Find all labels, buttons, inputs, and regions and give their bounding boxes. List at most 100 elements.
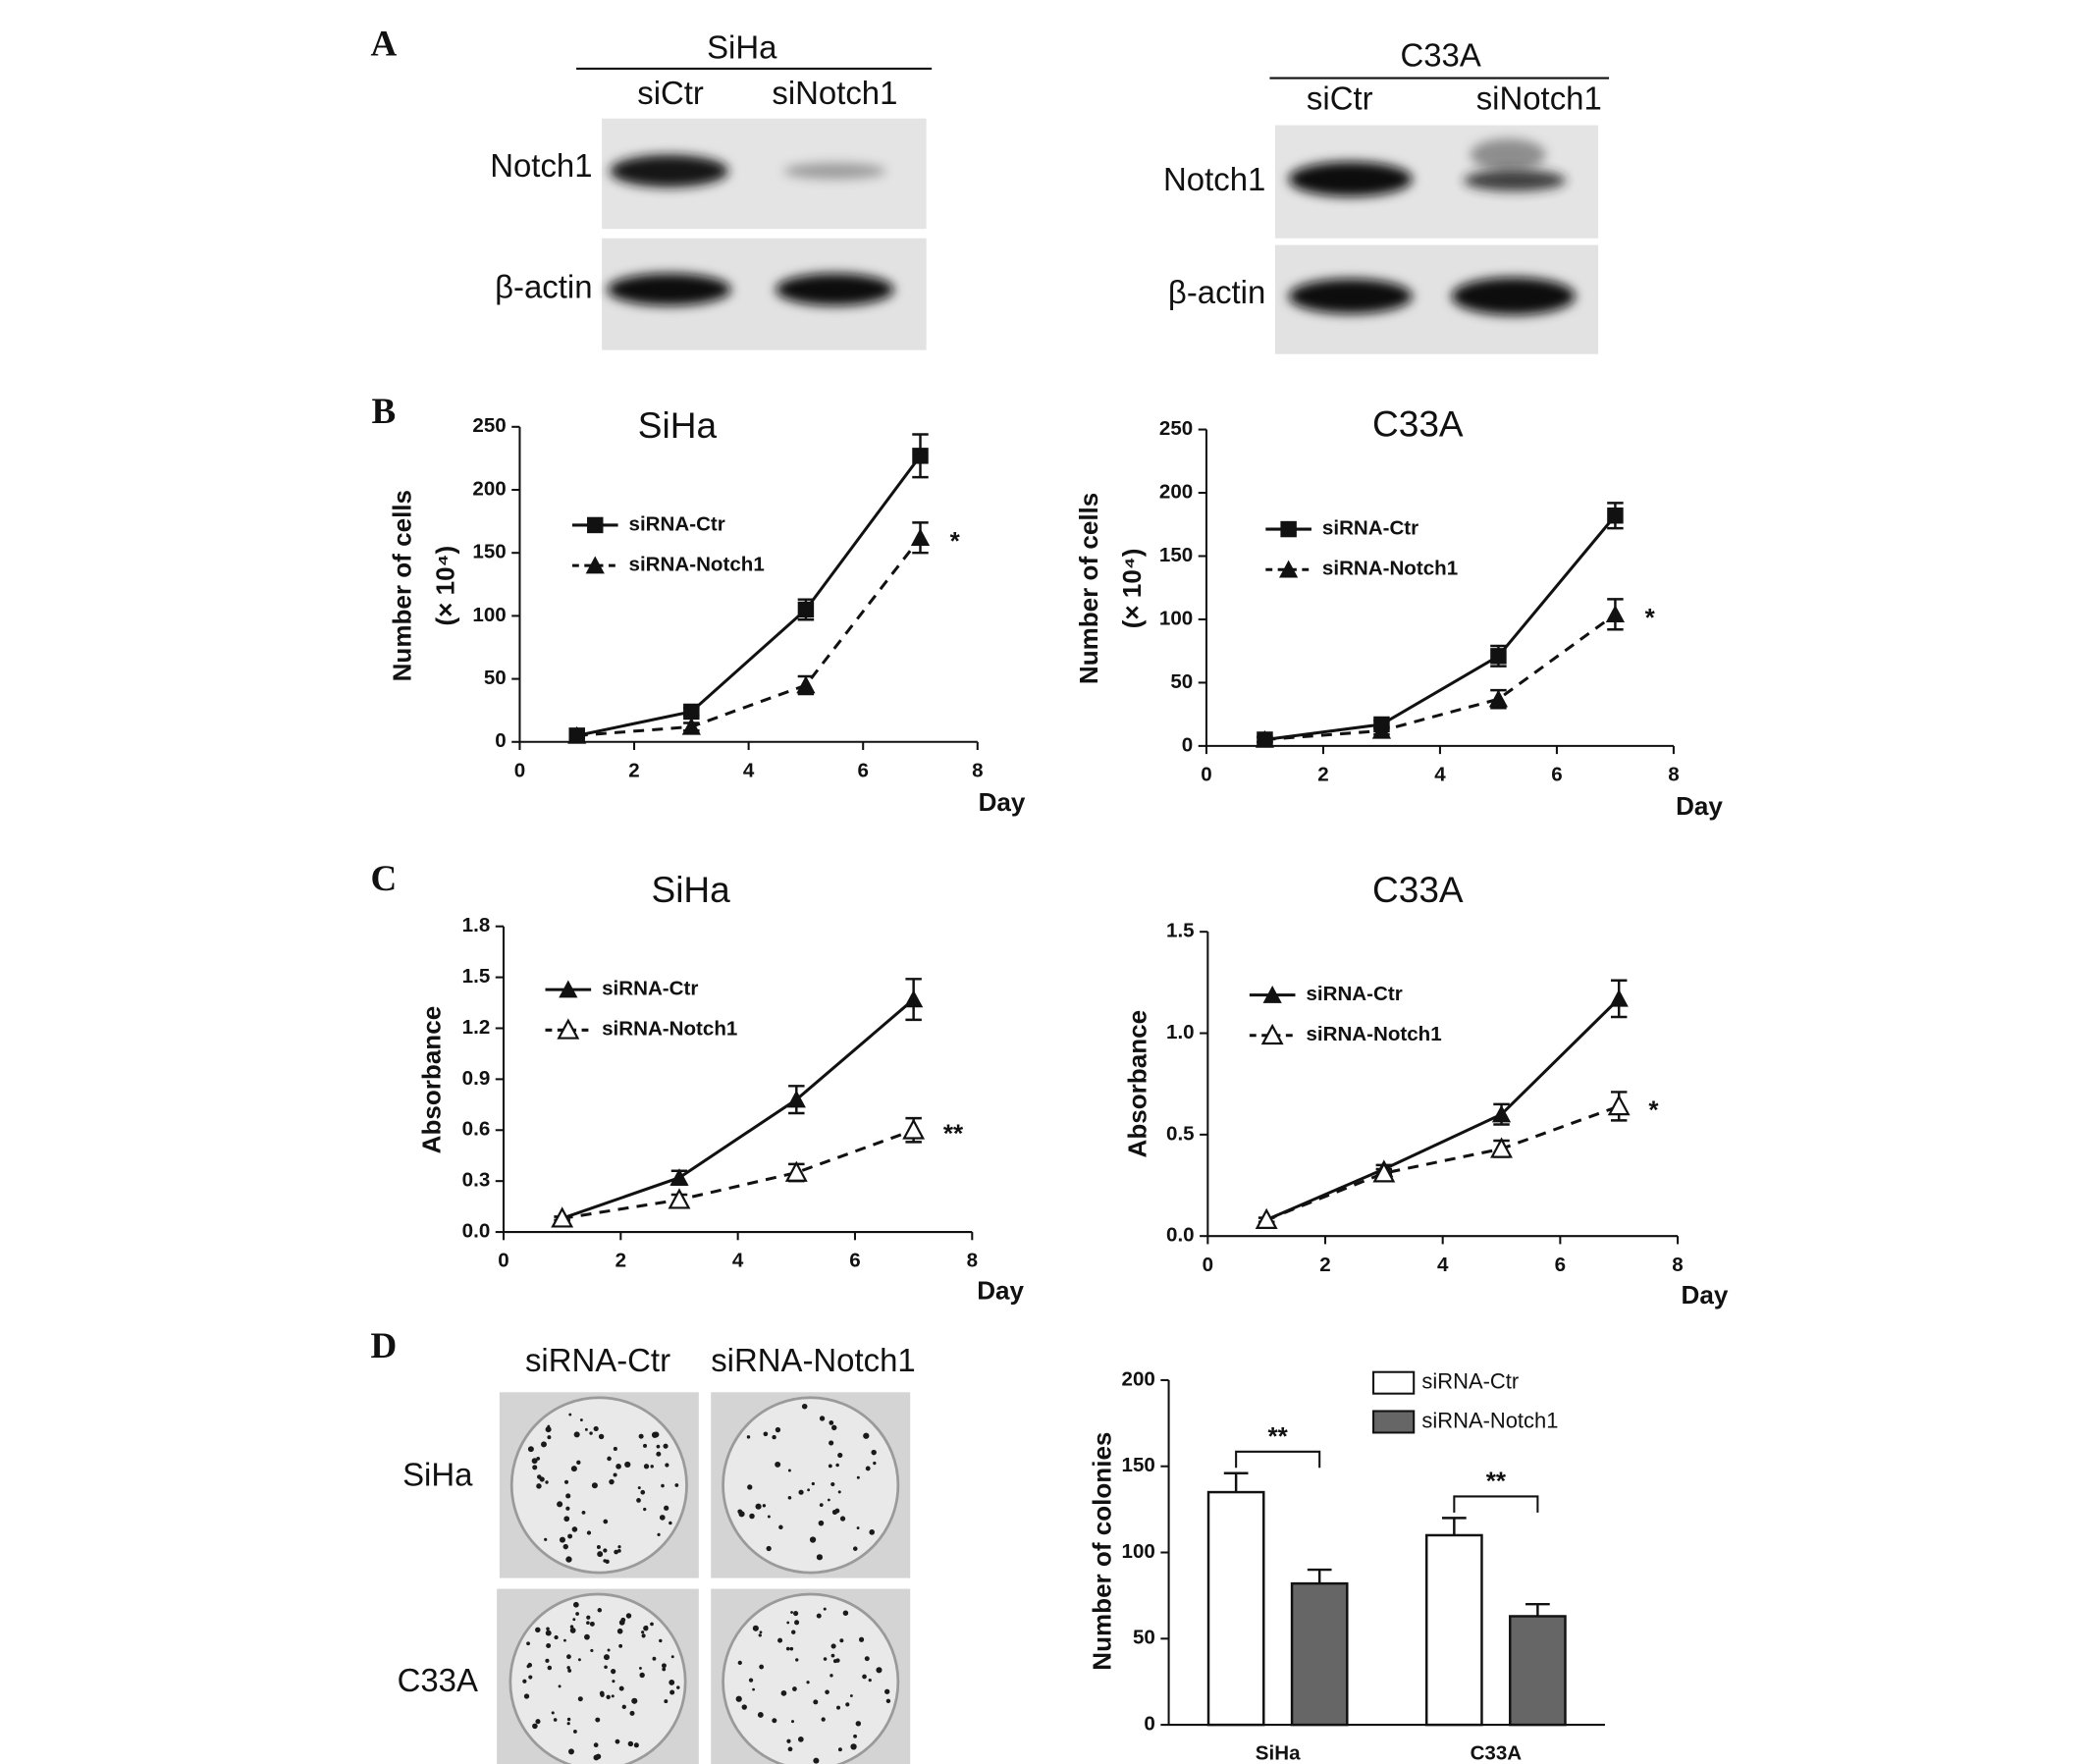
significance: ** [1268,1421,1289,1451]
data-point [796,675,816,694]
data-point [683,703,700,721]
colony-dot [868,1679,872,1683]
data-point [786,1090,806,1108]
colony-dot [568,1748,574,1755]
colony-dot [584,1427,588,1431]
x-tick-label: 2 [628,759,639,781]
data-point [1490,648,1507,665]
legend-swatch [1372,1410,1416,1434]
band [1288,278,1413,314]
error-bar [1223,1471,1249,1493]
bar [1509,1615,1567,1727]
colony-dot [607,1648,611,1652]
colony-dot [830,1653,835,1658]
colony-dot [858,1636,865,1642]
protein-label: Notch1 [490,147,592,184]
colony-dot [656,1451,662,1457]
colony-dot [541,1441,547,1448]
colony-dot [638,1433,644,1439]
y-axis-label: Number of cells [1074,493,1103,684]
colony-dot [565,1506,570,1511]
y-tick-label: 0 [495,729,506,752]
y-tick-label: 1.5 [462,965,491,988]
legend-marker [1280,520,1297,538]
colony-dot [786,1621,790,1625]
y-tick-label: 150 [1122,1454,1155,1476]
blot-header: SiHa [707,28,777,65]
colony-dot [786,1738,791,1743]
colony-dot [798,1489,804,1495]
y-tick-label: 0.9 [462,1067,491,1090]
colony-dot [572,1601,579,1608]
colony-dot [639,1666,642,1670]
colony-dot [644,1625,648,1630]
x-tick-label: 2 [1317,764,1328,786]
colony-dot [834,1508,840,1514]
colony-dot [787,1496,792,1500]
colony-dot [586,1530,592,1535]
legend-label: siRNA-Notch1 [602,1018,737,1041]
plate [722,1592,900,1764]
colony-dot [562,1543,568,1550]
colony-dot [611,1694,615,1698]
colony-dot [795,1658,799,1662]
colony-dot [873,1461,877,1466]
colony-dot [759,1630,763,1634]
colony-plates [497,1392,911,1764]
colony-dot [752,1687,755,1691]
colony-dot [670,1655,674,1659]
colony-dot [837,1452,843,1459]
colony-dot [763,1431,769,1437]
colony-dot [789,1646,794,1651]
colony-dot [546,1627,550,1631]
data-point [910,528,931,547]
y-tick-label: 50 [1133,1627,1155,1649]
series-line [1265,997,1621,1222]
colony-dot [569,1627,576,1633]
colony-dot [536,1474,542,1479]
colony-dot [629,1710,635,1716]
y-tick-label: 0.3 [462,1169,491,1192]
band [1451,277,1576,315]
colony-dot [599,1690,605,1696]
y-axis-label: Absorbance [417,1006,447,1154]
band [1288,161,1413,197]
colony-dot [813,1699,819,1705]
x-tick-label: 6 [849,1250,860,1272]
colony-dot [829,1674,833,1678]
x-tick-label: 0 [1201,764,1211,786]
colony-dot [792,1686,797,1691]
colony-dot [836,1705,841,1710]
chart-title: C33A [1372,403,1464,445]
colony-dot [778,1524,783,1530]
legend-label: siRNA-Notch1 [1322,558,1458,580]
x-axis-label: Day [1682,1280,1729,1310]
colony-dot [591,1482,598,1489]
colony-dot [558,1684,562,1688]
y-tick-label: 50 [1170,670,1193,693]
y-tick-label: 200 [1159,480,1193,503]
x-tick-label: 4 [732,1250,744,1272]
colony-dot [652,1656,657,1661]
colony-dot [663,1443,669,1449]
colony-dot [856,1526,860,1529]
y-tick-label: 0.6 [462,1118,491,1141]
colony-dot [551,1711,555,1715]
data-point [1605,605,1626,623]
colony-dot [566,1666,570,1670]
colony-dot [849,1694,853,1697]
colony-dot [741,1704,747,1710]
colony-dot [885,1698,891,1704]
colony-dot [737,1509,743,1515]
row-label: SiHa [402,1456,473,1492]
colony-dot [748,1678,754,1683]
colony-dot [811,1481,815,1486]
colony-dot [807,1488,811,1492]
colony-dot [604,1665,608,1670]
data-point [1255,1207,1278,1229]
colony-dot [766,1545,772,1552]
data-point [1490,1137,1513,1158]
chart-title: SiHa [638,404,718,446]
legend-label: siRNA-Ctr [1306,983,1402,1005]
colony-dot [747,1484,753,1490]
